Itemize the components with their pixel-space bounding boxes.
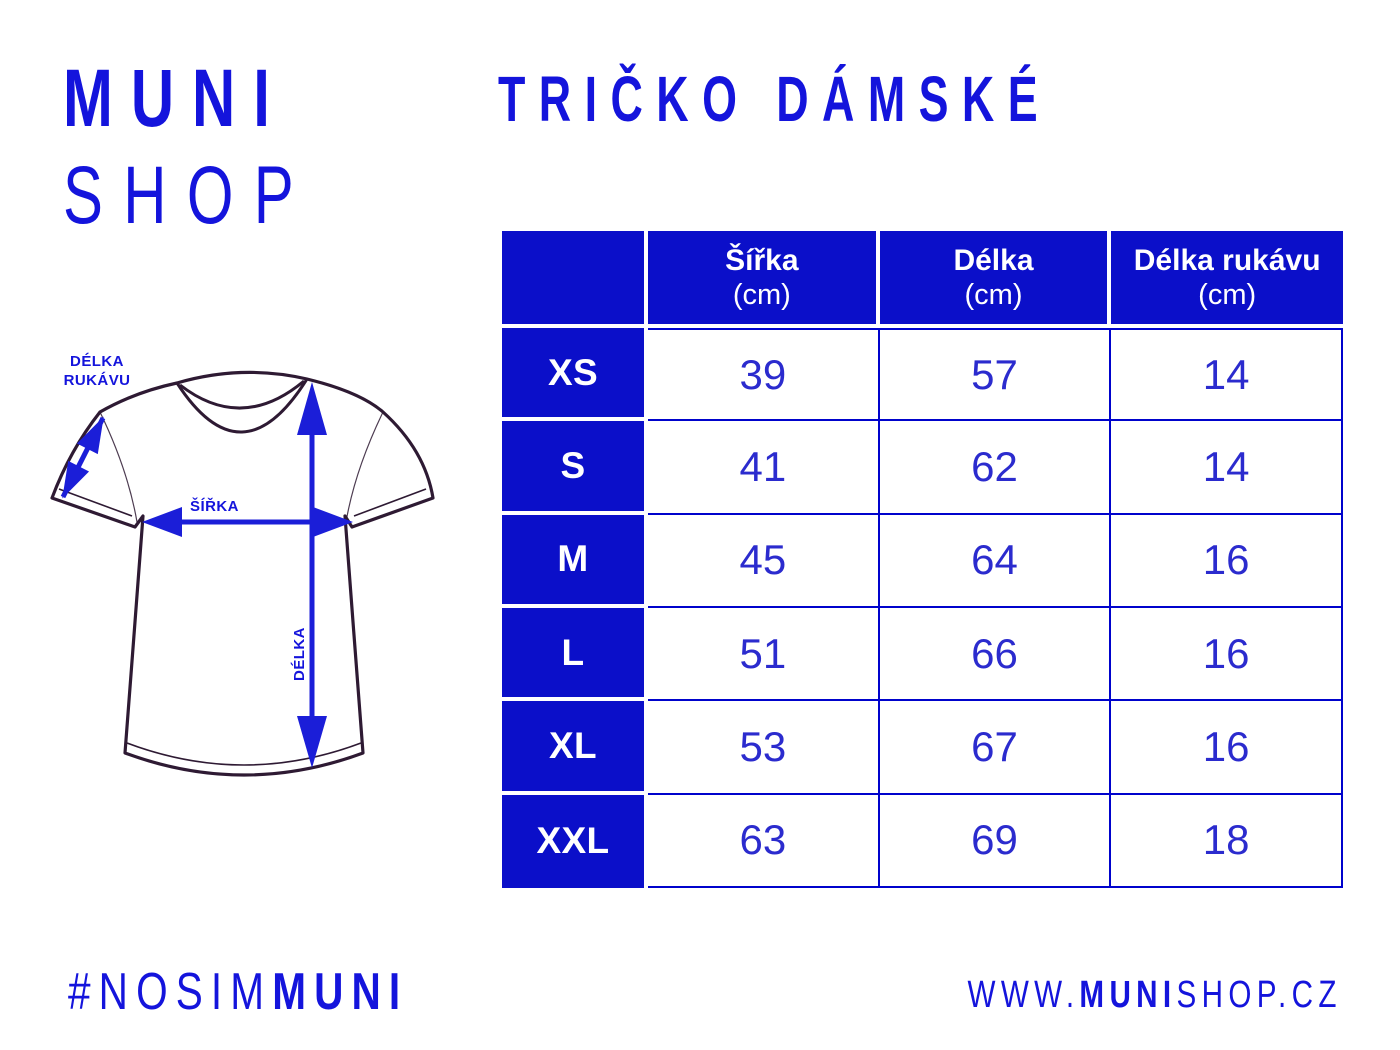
sleeve-length-label: DÉLKA RUKÁVU [57, 352, 137, 390]
size-label-xl: XL [548, 724, 598, 766]
collar-band-seam [175, 378, 309, 434]
column-header-sleeve-label: Délka rukávu [1133, 243, 1321, 277]
width-arrow [142, 507, 353, 537]
value-m-length: 64 [879, 514, 1112, 608]
sleeve-length-label-line1: DÉLKA [70, 353, 124, 370]
footer-hashtag: #NOSIMMUNI [68, 962, 408, 1022]
collar-neckline [179, 379, 305, 410]
length-label: DÉLKA [291, 627, 308, 681]
footer-hashtag-thin: #NOSIM [68, 963, 273, 1021]
column-header-width-unit: (cm) [732, 278, 791, 311]
footer-url-www: WWW. [967, 974, 1080, 1016]
column-header-sleeve: Délka rukávu (cm) [1111, 231, 1343, 328]
right-armhole-seam [345, 411, 384, 523]
value-xxl-width: 63 [648, 794, 880, 888]
size-label-xxl: XXL [536, 820, 610, 862]
row-header-l: L [502, 608, 648, 702]
row-header-xs: XS [502, 328, 648, 422]
row-header-m: M [502, 514, 648, 608]
footer-url-muni: MUNI [1079, 974, 1177, 1016]
row-header-xl: XL [502, 701, 648, 795]
value-l-length: 66 [879, 608, 1112, 702]
value-s-sleeve: 14 [1111, 421, 1343, 515]
row-header-xxl: XXL [502, 794, 648, 888]
value-xxl-sleeve: 18 [1111, 794, 1343, 888]
footer-url-shopcz: SHOP.CZ [1176, 974, 1342, 1016]
value-xl-width: 53 [648, 701, 880, 795]
tshirt-diagram: DÉLKA RUKÁVU ŠÍŘKA DÉLKA [30, 340, 470, 810]
value-m-width: 45 [648, 514, 880, 608]
size-label-xs: XS [547, 351, 599, 393]
column-header-length-label: Délka [953, 243, 1034, 277]
column-header-width-label: Šířka [725, 243, 799, 277]
value-xl-sleeve: 16 [1111, 701, 1343, 795]
value-xs-width: 39 [648, 328, 880, 422]
size-label-l: L [561, 631, 585, 673]
left-armhole-seam [99, 411, 138, 523]
logo-shop: SHOP [63, 150, 315, 241]
value-xs-sleeve: 14 [1111, 328, 1343, 422]
left-cuff-stitch [58, 488, 133, 517]
right-cuff-stitch [353, 488, 427, 517]
size-chart-table: Šířka (cm) Délka (cm) Délka rukávu (cm) … [502, 231, 1343, 888]
page-title: TRIČKO DÁMSKÉ [498, 63, 1052, 135]
tshirt-outline [50, 370, 435, 777]
tshirt-illustration [50, 370, 435, 777]
footer-hashtag-bold: MUNI [272, 963, 409, 1021]
logo: MUNI SHOP [63, 58, 407, 237]
value-l-width: 51 [648, 608, 880, 702]
sleeve-length-arrow [60, 416, 106, 499]
size-label-s: S [560, 444, 586, 486]
hem-stitch [126, 742, 362, 766]
column-header-width: Šířka (cm) [648, 231, 880, 328]
table-corner-cell [502, 231, 648, 328]
column-header-length: Délka (cm) [879, 231, 1112, 328]
row-header-s: S [502, 421, 648, 515]
value-xxl-length: 69 [879, 794, 1112, 888]
column-header-sleeve-unit: (cm) [1198, 278, 1257, 311]
length-arrow [297, 382, 327, 768]
logo-muni: MUNI [63, 53, 288, 144]
value-xl-length: 67 [879, 701, 1112, 795]
value-s-length: 62 [879, 421, 1112, 515]
size-label-m: M [557, 538, 589, 580]
column-header-length-unit: (cm) [964, 278, 1023, 311]
width-label: ŠÍŘKA [190, 498, 239, 515]
value-l-sleeve: 16 [1111, 608, 1343, 702]
value-m-sleeve: 16 [1111, 514, 1343, 608]
value-xs-length: 57 [879, 328, 1112, 422]
footer-url: WWW.MUNISHOP.CZ [968, 974, 1342, 1017]
sleeve-length-label-line2: RUKÁVU [63, 372, 131, 389]
value-s-width: 41 [648, 421, 880, 515]
